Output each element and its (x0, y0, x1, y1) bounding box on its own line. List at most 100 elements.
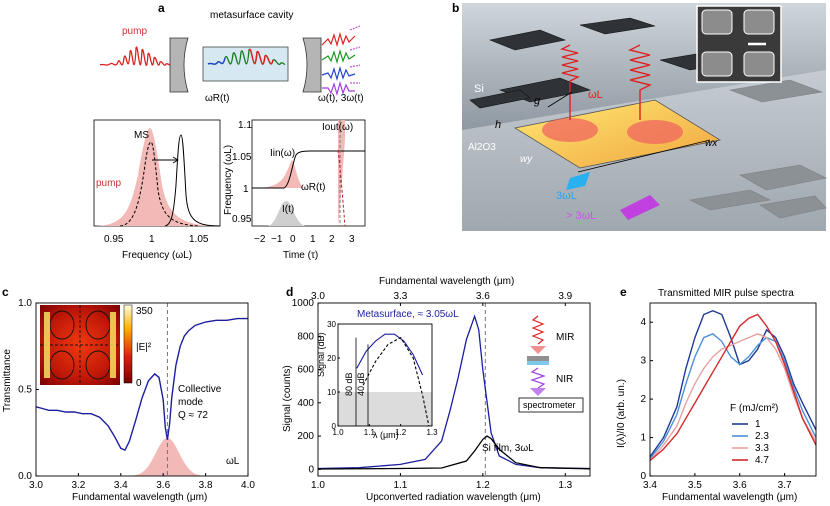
it-envelope (268, 201, 305, 226)
inset-xtick-label: 1.3 (426, 428, 438, 437)
chirp-blue-icon (207, 57, 226, 65)
nir-beam-icon (530, 367, 546, 389)
d-ytick-label: 400 (297, 398, 314, 409)
chirp-red-icon (248, 48, 274, 65)
c-ytick-label: 0.0 (18, 471, 32, 482)
third-harmonic-spot (566, 172, 590, 190)
e-series-line (649, 333, 817, 462)
mir-arrow-icon (530, 346, 546, 354)
time-frame (251, 119, 366, 227)
output-beams-icon (321, 25, 361, 97)
spectrometer-label: spectrometer (523, 400, 576, 410)
sem-pillar (743, 9, 775, 35)
inset-xtick-label: 1.2 (395, 428, 407, 437)
e-ytick-label: 0 (640, 471, 646, 482)
d-top-tick-label: 3.3 (393, 291, 407, 302)
e-ytick-label: 2 (640, 394, 646, 405)
panel-b-letter: b (452, 1, 459, 15)
annotation-line3: Q ≈ 72 (178, 410, 208, 421)
pump-pulse-icon (99, 46, 173, 66)
inset-series-line (362, 336, 430, 427)
panel-d-inset: 1.0 1.1 1.2 1.3 0 10 20 30 (327, 320, 438, 437)
c-xtick-label: 3.0 (29, 480, 43, 491)
wx-arrow (577, 139, 711, 173)
d-xtick-label: 1.2 (476, 480, 490, 491)
c-ytick-label: 0.5 (18, 385, 32, 396)
e-series-line (649, 332, 817, 460)
hotspot-strip (44, 312, 50, 378)
panel-e: e Transmitted MIR pulse spectra 3.4 3.5 3.… (616, 285, 817, 503)
e-legend-label: 2.3 (755, 431, 769, 442)
inset-xtick-label: 1.1 (364, 428, 376, 437)
g-label: g (534, 95, 541, 107)
shift-arrow-icon (152, 156, 179, 164)
ms-label: MS (134, 130, 149, 141)
time-ytick-0: 0.95 (232, 214, 252, 225)
inset-ytick-label: 0 (332, 422, 337, 431)
inset-frame (337, 323, 433, 427)
inset-xlabel: λ (μm) (373, 430, 399, 440)
time-xtick-3: 1 (310, 234, 316, 245)
pump-spectrum-label: pump (96, 178, 121, 189)
it-label: I(t) (282, 204, 294, 215)
iin-spectrum (252, 160, 305, 188)
e-legend-label: 3.3 (755, 443, 769, 454)
spectrum-tick-2: 1.05 (189, 234, 209, 245)
d-ytick-label: 0 (308, 464, 314, 475)
measurement-schematic: spectrometer MIR NIR (518, 315, 584, 413)
omega-r-curve (252, 150, 365, 189)
db40-label: 40 dB (356, 372, 366, 396)
iout-label: Iout(ω) (322, 122, 353, 133)
e-series-line (649, 313, 817, 462)
d-xtick-label: 1.3 (558, 480, 572, 491)
time-xlabel: Time (τ) (283, 250, 318, 261)
c-xtick-label: 3.4 (114, 480, 128, 491)
inset-ytick-label: 20 (327, 354, 336, 363)
higher-harmonic-label: > 3ωL (566, 210, 596, 222)
d-top-tick-label: 3.0 (311, 291, 325, 302)
g-arrow (547, 91, 573, 108)
al2o3-label: Al2O3 (468, 142, 496, 153)
annotation-line1: Collective (178, 384, 222, 395)
panel-a-title: metasurface cavity (210, 10, 293, 21)
db80-label: 80 dB (344, 372, 354, 396)
mir-label: MIR (556, 332, 574, 343)
e-legend: 12.33.34.7 (732, 419, 769, 466)
hotspot-left (542, 118, 598, 142)
omegar-curve-label: ωR(t) (301, 182, 325, 193)
pump-spectrum (94, 128, 220, 226)
third-harmonic-label: 3ωL (556, 190, 577, 202)
d-ytick-label: 200 (297, 431, 314, 442)
sem-pillar (743, 51, 775, 77)
c-xtick-label: 3.8 (199, 480, 213, 491)
e-title: Transmitted MIR pulse spectra (658, 288, 794, 299)
omega-r-label: ωR(t) (205, 93, 229, 104)
metasurface-box (202, 46, 289, 82)
panel-d-letter: d (286, 285, 293, 299)
wx-label: wx (705, 138, 718, 149)
c-omegaL-label: ωL (226, 456, 240, 467)
time-xtick-5: 3 (349, 234, 355, 245)
d-series-line (317, 435, 591, 470)
panel-d: d Fundamental wavelength (μm) 1.0 1.1 1.2 1… (282, 276, 591, 503)
e-legend-title: F (mJ/cm²) (730, 403, 778, 414)
time-xtick-4: 2 (329, 234, 335, 245)
left-mirror-icon (169, 37, 189, 93)
time-xtick-0: −2 (254, 234, 266, 245)
e-xtick-label: 3.6 (733, 480, 747, 491)
panel-c-plot: 3.0 3.2 3.4 3.6 3.8 4.0 0.0 0.5 1.0 (18, 298, 255, 491)
e-legend-label: 1 (755, 419, 761, 430)
e-xlabel: Fundamental wavelength (μm) (662, 492, 797, 503)
inset-ylabel: Signal (dB) (316, 332, 326, 377)
spectrum-tick-0: 0.95 (104, 234, 124, 245)
pump-pulse-area (120, 437, 215, 476)
time-ytick-2: 1.05 (232, 152, 252, 163)
d-ytick-label: 800 (297, 331, 314, 342)
si-film-label: Si film, 3ωL (482, 443, 534, 454)
e-ytick-label: 4 (640, 317, 646, 328)
hotspot-right (627, 120, 683, 144)
panel-a-time-plot: Iin(ω) Iout(ω) ωR(t) I(t) 0.95 1 1.05 1.… (223, 119, 366, 261)
h-label: h (495, 119, 501, 131)
